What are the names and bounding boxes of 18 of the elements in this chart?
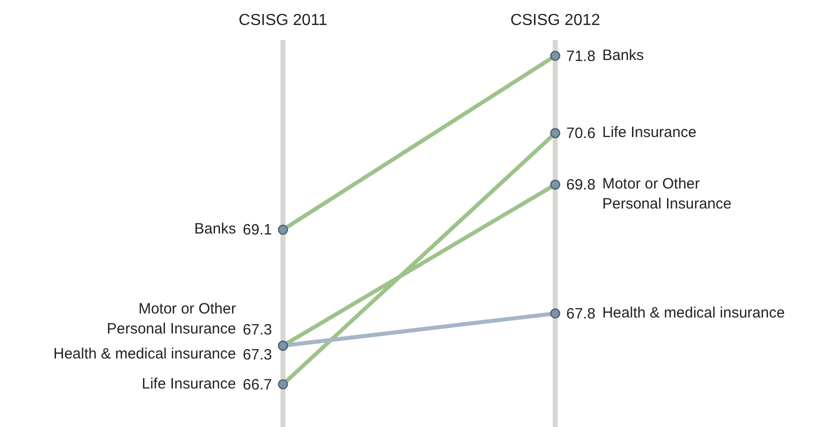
data-label: 66.7: [242, 376, 272, 394]
text: Health & medical insurance: [53, 346, 236, 363]
text: Life Insurance: [602, 124, 696, 142]
data-label: 69.8: [566, 176, 596, 194]
x-tick-label: CSISG 2011: [238, 12, 328, 29]
text: Banks: [194, 220, 236, 238]
data-label: 67.8: [566, 305, 596, 322]
text: Banks: [602, 46, 644, 64]
x-tick-label: CSISG 2012: [510, 12, 600, 29]
data-label: 71.8: [566, 48, 596, 65]
text: Life Insurance: [142, 375, 236, 392]
text: Motor or Other Personal Insurance: [602, 176, 732, 213]
data-label: 69.1: [242, 222, 272, 239]
text: Health & medical insurance: [602, 304, 785, 322]
text: Motor or Other Personal Insurance: [106, 300, 236, 338]
data-label: 67.3: [242, 322, 272, 339]
data-label: 67.3: [242, 346, 272, 364]
data-label: 70.6: [566, 125, 596, 142]
